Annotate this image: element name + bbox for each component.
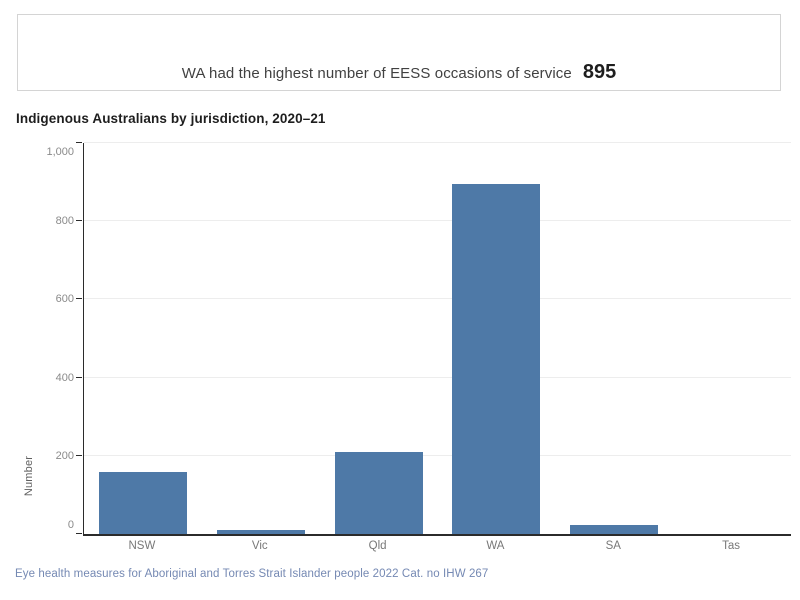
bar-wa[interactable] [452,184,541,534]
y-tick-label-200: 200 [55,449,74,462]
gridline-200 [84,454,791,456]
y-axis-tick-400 [76,376,82,378]
plot-area [76,142,791,536]
insight-text: WA had the highest number of EESS occasi… [181,65,572,82]
bar-nsw[interactable] [98,472,187,534]
y-axis-tick-600 [76,298,82,300]
insight-banner-content: WA had the highest number of EESS occasi… [182,61,616,84]
y-tick-label-800: 800 [55,215,74,228]
y-axis-title: Number [23,455,35,497]
x-axis-category-labels: NSW Vic Qld WA SA Tas [83,540,790,556]
y-axis-tick-1000 [76,142,82,143]
source-caption: Eye health measures for Aboriginal and T… [15,568,489,580]
chart-title: Indigenous Australians by jurisdiction, … [16,111,326,126]
gridline-400 [84,376,791,378]
y-axis-tick-200 [76,454,82,456]
y-axis-tick-800 [76,220,82,222]
x-label-sa: SA [605,540,621,552]
x-label-vic: Vic [251,540,268,552]
bar-sa[interactable] [570,525,659,534]
gridline-800 [84,220,791,222]
y-axis-tick-0 [76,533,82,534]
x-label-tas: Tas [722,540,741,552]
y-tick-label-600: 600 [55,293,74,306]
gridline-600 [84,298,791,300]
y-tick-label-400: 400 [55,371,74,384]
y-axis-tick-labels: Number 0 200 400 600 800 1,000 [0,143,74,534]
x-label-qld: Qld [368,540,387,552]
gridline-1000 [84,142,791,143]
bar-qld[interactable] [334,452,423,534]
y-tick-label-0: 0 [67,519,74,531]
insight-banner: WA had the highest number of EESS occasi… [17,14,781,91]
x-label-nsw: NSW [128,540,156,552]
x-label-wa: WA [486,540,505,552]
insight-value: 895 [582,61,617,83]
bar-vic[interactable] [216,530,305,534]
y-tick-label-1000: 1,000 [46,146,74,158]
